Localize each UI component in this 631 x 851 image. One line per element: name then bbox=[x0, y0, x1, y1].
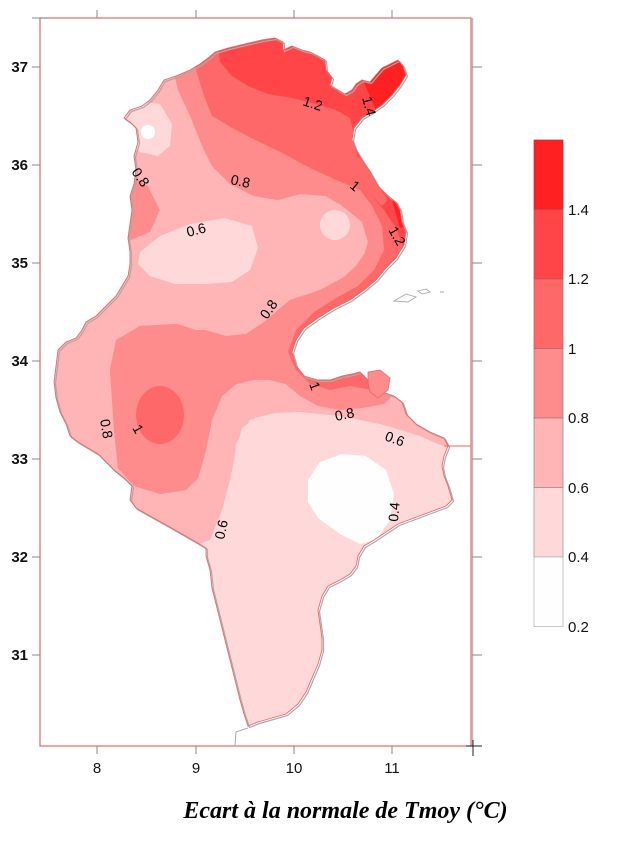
colorbar-label-1.4: 1.4 bbox=[568, 202, 589, 219]
colorbar: 1.4 1.2 1 0.8 0.6 0.4 0.2 bbox=[533, 139, 589, 636]
y-tick-labels: 37 36 35 34 33 32 31 bbox=[11, 59, 28, 664]
colorbar-band-0.4-0.6 bbox=[533, 487, 564, 558]
algeria-border-stub bbox=[234, 727, 249, 747]
contour-label: 0.8 bbox=[97, 418, 116, 440]
djerba-island bbox=[367, 369, 391, 399]
x-tick-labels: 8 9 10 11 bbox=[93, 760, 400, 777]
contour-label: 0.8 bbox=[333, 404, 356, 424]
colorbar-label-1: 1 bbox=[568, 341, 576, 358]
band-0.4-0.6-kef-spot bbox=[320, 210, 350, 240]
y-tick-31: 31 bbox=[11, 647, 28, 664]
band-0.4-0.6-center bbox=[138, 218, 258, 284]
colorbar-band-0.8-1.0 bbox=[533, 348, 564, 419]
x-tick-10: 10 bbox=[286, 760, 303, 777]
contour-label: 0.6 bbox=[383, 428, 407, 450]
y-tick-36: 36 bbox=[11, 157, 28, 174]
y-tick-32: 32 bbox=[11, 549, 28, 566]
x-axis bbox=[32, 10, 482, 756]
y-tick-33: 33 bbox=[11, 451, 28, 468]
colorbar-label-0.2: 0.2 bbox=[568, 619, 589, 636]
x-tick-8: 8 bbox=[93, 760, 101, 777]
colorbar-band-0.2-0.4 bbox=[533, 556, 564, 627]
contour-label: 0.4 bbox=[385, 501, 403, 522]
y-tick-34: 34 bbox=[11, 353, 28, 370]
colorbar-band-above-1.4 bbox=[533, 139, 564, 210]
x-tick-11: 11 bbox=[384, 760, 400, 777]
colorbar-band-0.6-0.8 bbox=[533, 417, 564, 488]
x-tick-9: 9 bbox=[192, 760, 200, 777]
y-tick-35: 35 bbox=[11, 255, 28, 272]
contour-label: 1.4 bbox=[359, 95, 380, 118]
band-1.0-1.2-west-spot bbox=[136, 386, 184, 444]
colorbar-label-0.4: 0.4 bbox=[568, 549, 589, 566]
colorbar-label-0.8: 0.8 bbox=[568, 410, 589, 427]
contour-label: 0.6 bbox=[211, 518, 231, 541]
contour-label: 0.6 bbox=[185, 219, 208, 240]
y-tick-37: 37 bbox=[11, 59, 28, 76]
band-0.2-0.4-northwest-spot bbox=[141, 125, 155, 139]
colorbar-label-1.2: 1.2 bbox=[568, 271, 589, 288]
y-axis bbox=[32, 66, 482, 656]
kerkennah-islands bbox=[392, 288, 444, 303]
contour-label: 1.2 bbox=[301, 93, 325, 114]
band-0.2-0.4-southeast bbox=[308, 454, 394, 544]
contour-label: 0.8 bbox=[229, 171, 252, 191]
colorbar-band-1.0-1.2 bbox=[533, 278, 564, 349]
colorbar-band-1.2-1.4 bbox=[533, 209, 564, 280]
colorbar-label-0.6: 0.6 bbox=[568, 480, 589, 497]
map-caption: Ecart à la normale de Tmoy (°C) bbox=[183, 798, 508, 824]
band-1.0-1.2-coastal bbox=[350, 150, 388, 206]
